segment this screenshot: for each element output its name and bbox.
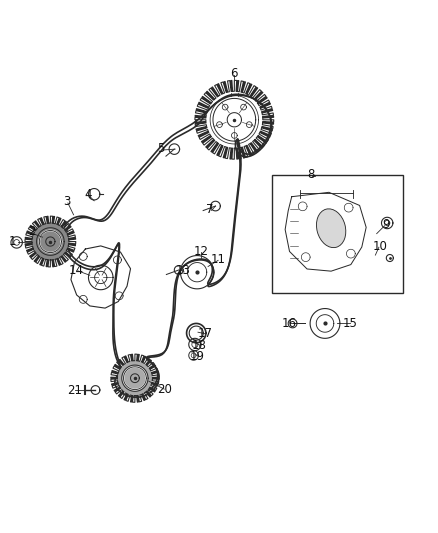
Text: 7: 7: [206, 203, 214, 216]
Text: 8: 8: [307, 168, 314, 181]
Text: 1: 1: [8, 236, 16, 248]
Text: 16: 16: [282, 317, 297, 330]
Text: 10: 10: [373, 240, 388, 253]
Text: 4: 4: [85, 188, 92, 201]
Text: 3: 3: [63, 195, 70, 208]
Text: 15: 15: [343, 317, 358, 330]
Circle shape: [118, 361, 152, 395]
Text: 21: 21: [67, 384, 82, 397]
Text: 11: 11: [211, 253, 226, 266]
Text: 19: 19: [190, 350, 205, 363]
Text: 13: 13: [176, 264, 191, 277]
Text: 20: 20: [157, 383, 172, 395]
Circle shape: [32, 223, 69, 260]
Text: 5: 5: [158, 142, 165, 155]
Ellipse shape: [317, 209, 346, 248]
Text: 12: 12: [194, 245, 209, 258]
Text: 17: 17: [198, 327, 212, 340]
Bar: [272, 175, 403, 293]
Text: 9: 9: [382, 219, 390, 231]
Text: 6: 6: [230, 67, 238, 80]
Text: 18: 18: [192, 339, 207, 352]
Text: 14: 14: [69, 264, 84, 277]
Text: 2: 2: [28, 225, 35, 238]
